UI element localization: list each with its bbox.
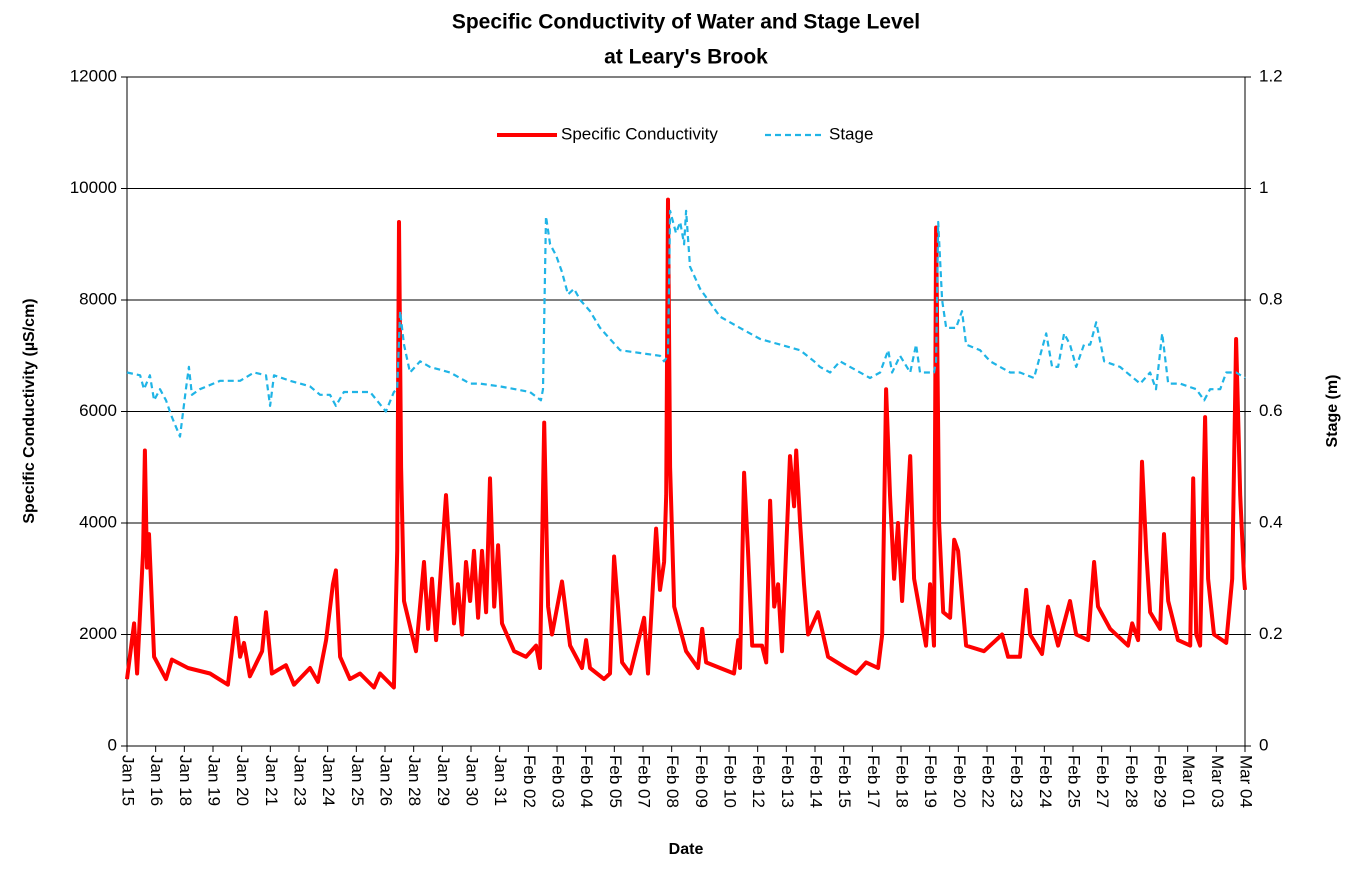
legend-label: Specific Conductivity (561, 124, 718, 143)
x-tick-label: Mar 03 (1208, 755, 1227, 808)
x-tick-label: Jan 25 (348, 755, 367, 806)
x-tick-label: Jan 20 (233, 755, 252, 806)
x-tick-label: Feb 07 (635, 755, 654, 808)
x-tick-label: Feb 15 (835, 755, 854, 808)
series-line (125, 197, 1247, 690)
y-axis-title: Specific Conductivity (µS/cm) (21, 298, 38, 523)
x-tick-label: Feb 28 (1122, 755, 1141, 808)
y2-tick-label: 0.6 (1259, 401, 1283, 420)
y-tick-label: 12000 (70, 66, 117, 85)
x-tick-label: Feb 05 (606, 755, 625, 808)
x-tick-label: Feb 14 (807, 755, 826, 808)
x-tick-label: Jan 15 (119, 755, 138, 806)
x-tick-label: Feb 12 (749, 755, 768, 808)
x-axis-title: Date (669, 841, 704, 858)
y2-tick-label: 1 (1259, 178, 1268, 197)
x-tick-label: Jan 19 (205, 755, 224, 806)
x-tick-label: Feb 23 (1007, 755, 1026, 808)
x-tick-label: Jan 21 (262, 755, 281, 806)
x-tick-label: Feb 17 (864, 755, 883, 808)
x-tick-label: Feb 04 (577, 755, 596, 808)
x-tick-label: Feb 20 (950, 755, 969, 808)
x-tick-label: Jan 30 (463, 755, 482, 806)
y2-tick-label: 0.8 (1259, 289, 1283, 308)
y2-tick-label: 0 (1259, 735, 1268, 754)
x-tick-label: Feb 03 (549, 755, 568, 808)
y-tick-label: 10000 (70, 178, 117, 197)
x-tick-label: Feb 13 (778, 755, 797, 808)
x-tick-label: Feb 09 (692, 755, 711, 808)
chart-title-line: at Leary's Brook (604, 46, 768, 69)
x-tick-label: Jan 29 (434, 755, 453, 806)
x-tick-label: Feb 25 (1065, 755, 1084, 808)
y-tick-label: 4000 (79, 512, 117, 531)
x-tick-label: Jan 26 (377, 755, 396, 806)
x-tick-label: Feb 08 (663, 755, 682, 808)
x-tick-label: Jan 28 (405, 755, 424, 806)
x-tick-label: Feb 18 (893, 755, 912, 808)
x-tick-label: Jan 23 (291, 755, 310, 806)
x-tick-label: Mar 04 (1237, 755, 1256, 808)
x-tick-label: Feb 10 (721, 755, 740, 808)
y2-tick-label: 0.4 (1259, 512, 1283, 531)
y-tick-label: 0 (108, 735, 117, 754)
x-tick-label: Jan 18 (176, 755, 195, 806)
y2-tick-label: 0.2 (1259, 624, 1283, 643)
chart-title-line: Specific Conductivity of Water and Stage… (452, 11, 920, 34)
x-tick-label: Feb 29 (1151, 755, 1170, 808)
series-line (126, 209, 1246, 438)
x-tick-label: Jan 16 (147, 755, 166, 806)
y-tick-label: 2000 (79, 624, 117, 643)
y-tick-label: 8000 (79, 289, 117, 308)
legend-label: Stage (829, 124, 873, 143)
x-tick-label: Jan 24 (319, 755, 338, 806)
y2-tick-label: 1.2 (1259, 66, 1283, 85)
x-tick-label: Jan 31 (491, 755, 510, 806)
x-tick-label: Feb 27 (1093, 755, 1112, 808)
x-tick-label: Feb 24 (1036, 755, 1055, 808)
x-tick-label: Feb 02 (520, 755, 539, 808)
x-tick-label: Mar 01 (1179, 755, 1198, 808)
y2-axis-title: Stage (m) (1324, 375, 1341, 448)
x-tick-label: Feb 19 (921, 755, 940, 808)
x-tick-label: Feb 22 (979, 755, 998, 808)
y-tick-label: 6000 (79, 401, 117, 420)
